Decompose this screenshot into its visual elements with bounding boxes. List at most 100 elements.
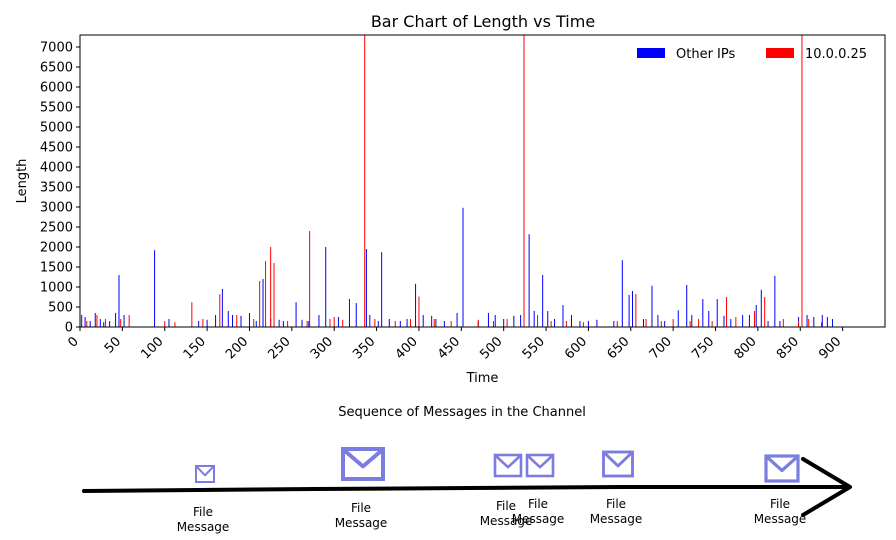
bar	[198, 321, 200, 327]
y-tick-label: 500	[48, 301, 73, 316]
bar	[779, 321, 781, 327]
bar	[399, 321, 401, 327]
bar	[643, 319, 644, 327]
x-tick-label: 300	[308, 334, 336, 362]
x-tick-label: 900	[816, 334, 844, 362]
bar	[348, 299, 350, 327]
legend-label: Other IPs	[676, 47, 735, 62]
bar	[270, 247, 272, 327]
bar	[255, 321, 257, 327]
bar	[84, 317, 86, 327]
bar	[342, 319, 344, 327]
bar	[253, 319, 255, 327]
bar	[613, 321, 615, 327]
bar	[698, 319, 700, 327]
bar	[118, 275, 120, 327]
bar	[813, 317, 815, 327]
bar	[295, 302, 297, 327]
bar	[333, 317, 335, 327]
bar	[287, 321, 289, 327]
bar	[248, 313, 250, 327]
bar	[128, 315, 130, 327]
x-tick-label: 0	[65, 334, 81, 350]
bar	[450, 321, 452, 327]
y-tick-label: 4000	[40, 161, 73, 176]
message-label-line1: File	[770, 497, 790, 511]
bar	[418, 296, 420, 327]
bar	[562, 305, 564, 327]
message-label-line1: File	[528, 497, 548, 511]
bar	[422, 315, 424, 327]
bar	[259, 281, 261, 327]
bar	[318, 315, 320, 327]
bar	[621, 260, 623, 327]
message-label-line2: Message	[335, 516, 388, 530]
bar	[232, 315, 234, 327]
bar	[443, 321, 445, 327]
x-tick-label: 500	[477, 334, 505, 362]
y-tick-label: 6000	[40, 81, 73, 96]
bar	[369, 315, 371, 327]
legend-label: 10.0.0.25	[805, 47, 867, 62]
bar	[537, 315, 539, 327]
bar	[306, 321, 308, 327]
bar	[660, 321, 662, 327]
bar	[542, 275, 544, 327]
bar	[219, 294, 221, 327]
message-label-line2: Message	[512, 512, 565, 526]
y-tick-label: 6500	[40, 61, 73, 76]
message-label-line1: File	[351, 501, 371, 515]
x-tick-label: 100	[138, 334, 166, 362]
series-ip-10-0-0-25	[86, 35, 822, 327]
bar	[716, 299, 718, 327]
x-tick-label: 450	[435, 334, 463, 362]
bar	[462, 207, 464, 327]
bar	[702, 299, 704, 327]
bar	[109, 321, 111, 327]
bar	[191, 302, 193, 327]
bar	[409, 319, 411, 327]
bar	[651, 285, 653, 327]
bar	[723, 315, 725, 327]
bar	[236, 315, 238, 327]
bar	[96, 315, 98, 327]
bar	[547, 311, 549, 327]
bar	[503, 319, 505, 327]
bar	[550, 321, 552, 327]
bar	[337, 317, 339, 327]
bar	[365, 249, 367, 327]
bar	[760, 289, 762, 327]
bar	[806, 315, 808, 327]
chart-title: Bar Chart of Length vs Time	[371, 12, 595, 31]
x-tick-label: 700	[647, 334, 675, 362]
bar	[206, 319, 208, 327]
bar	[262, 279, 264, 327]
bar	[456, 313, 458, 327]
bar	[388, 319, 390, 327]
bar	[406, 319, 408, 327]
bar	[355, 303, 357, 327]
bar	[227, 311, 229, 327]
bar	[708, 311, 710, 327]
y-tick-label: 0	[65, 321, 73, 336]
envelope-flap	[527, 455, 553, 469]
bar	[831, 319, 833, 327]
bar	[664, 321, 666, 327]
bar	[742, 315, 744, 327]
message-label-line1: File	[606, 497, 626, 511]
bar	[748, 315, 750, 327]
bar	[596, 319, 598, 327]
bar	[164, 321, 166, 327]
y-tick-label: 3500	[40, 181, 73, 196]
bar	[493, 321, 495, 327]
bar	[782, 319, 784, 327]
bar	[115, 313, 117, 327]
bar	[820, 322, 822, 327]
bar	[487, 313, 489, 327]
bar	[308, 321, 310, 327]
bar	[570, 315, 572, 327]
bar	[265, 261, 267, 327]
y-tick-label: 5500	[40, 101, 73, 116]
bar	[628, 295, 630, 327]
